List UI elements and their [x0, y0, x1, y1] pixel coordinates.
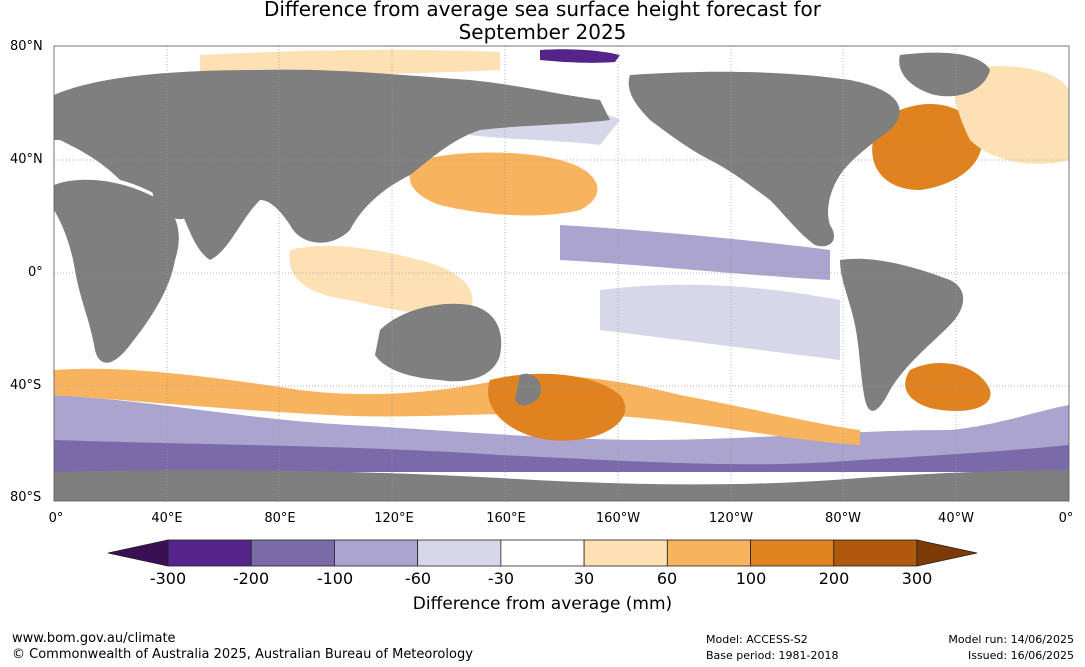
land-masses — [54, 52, 1069, 501]
footer-model-run: Model run: 14/06/2025 — [948, 633, 1074, 646]
lat-label-80n: 80°N — [10, 39, 43, 54]
lon-label-40e: 40°E — [151, 511, 183, 526]
colorbar-swatch — [500, 539, 585, 567]
maritime-continent-positive — [289, 245, 473, 315]
anomaly-fields — [54, 49, 1069, 472]
map-title-line2: September 2025 — [458, 20, 627, 44]
europe-asia — [54, 69, 610, 260]
new-zealand — [515, 373, 541, 406]
colorbar-swatch — [417, 539, 502, 567]
colorbar-swatch — [250, 539, 335, 567]
north-atlantic-positive — [872, 103, 982, 190]
south-pacific-negative — [600, 284, 840, 360]
lon-label-0-left: 0° — [48, 511, 64, 526]
colorbar-tick: 300 — [901, 569, 933, 588]
map-title-line1: Difference from average sea surface heig… — [263, 0, 822, 21]
footer-model: Model: ACCESS-S2 — [706, 633, 808, 646]
lat-label-40n: 40°N — [10, 152, 43, 167]
colorbar-label: Difference from average (mm) — [412, 594, 673, 614]
australia — [375, 303, 502, 382]
colorbar-swatch — [833, 539, 918, 567]
lat-label-equator: 0° — [28, 265, 43, 280]
colorbar-tick: -300 — [149, 569, 187, 588]
north-america — [628, 71, 900, 247]
africa — [54, 179, 179, 363]
footer-base-period: Base period: 1981-2018 — [706, 649, 839, 662]
greenland — [899, 52, 990, 97]
colorbar-swatch — [750, 539, 835, 567]
colorbar-tick: 60 — [656, 569, 678, 588]
colorbar-extend-low — [107, 539, 169, 567]
colorbar-tick: 100 — [735, 569, 767, 588]
lon-label-40w: 40°W — [938, 511, 974, 526]
colorbar — [107, 539, 978, 567]
colorbar-tick: 200 — [818, 569, 850, 588]
kuroshio-positive — [409, 152, 598, 216]
colorbar-tick: -60 — [404, 569, 432, 588]
southern-ocean-strong-negative — [54, 440, 1069, 472]
colorbar-tick: -100 — [316, 569, 354, 588]
north-atlantic-positive-halo — [954, 66, 1069, 164]
footer-copyright: © Commonwealth of Australia 2025, Austra… — [12, 647, 473, 662]
colorbar-extend-high — [916, 539, 978, 567]
tropical-pacific-negative — [560, 225, 830, 280]
colorbar-tick: -30 — [487, 569, 515, 588]
antarctica — [54, 470, 1069, 501]
south-america — [840, 258, 964, 411]
south-atlantic-positive-core — [905, 362, 991, 411]
lon-label-0-right: 0° — [1058, 511, 1074, 526]
colorbar-swatch — [666, 539, 751, 567]
map-frame — [53, 45, 1070, 502]
lon-label-160e: 160°E — [486, 511, 526, 526]
footer-website: www.bom.gov.au/climate — [12, 631, 176, 646]
lon-label-80e: 80°E — [264, 511, 296, 526]
lat-label-40s: 40°S — [10, 378, 42, 393]
lat-label-80s: 80°S — [10, 490, 42, 505]
arabia — [150, 179, 190, 220]
colorbar-swatch — [167, 539, 252, 567]
colorbar-tick: 30 — [573, 569, 595, 588]
colorbar-swatch — [583, 539, 668, 567]
footer-issued: Issued: 16/06/2025 — [967, 649, 1074, 662]
colorbar-swatch — [334, 539, 419, 567]
lon-label-120e: 120°E — [374, 511, 414, 526]
lon-label-80w: 80°W — [825, 511, 861, 526]
lon-label-160w: 160°W — [595, 511, 641, 526]
southern-positive-band — [54, 368, 860, 445]
arctic-negative — [540, 49, 620, 63]
graticule — [54, 46, 1069, 501]
arctic-positive — [200, 49, 500, 75]
lon-label-120w: 120°W — [708, 511, 754, 526]
map-area — [53, 45, 1070, 502]
colorbar-tick: -200 — [232, 569, 270, 588]
